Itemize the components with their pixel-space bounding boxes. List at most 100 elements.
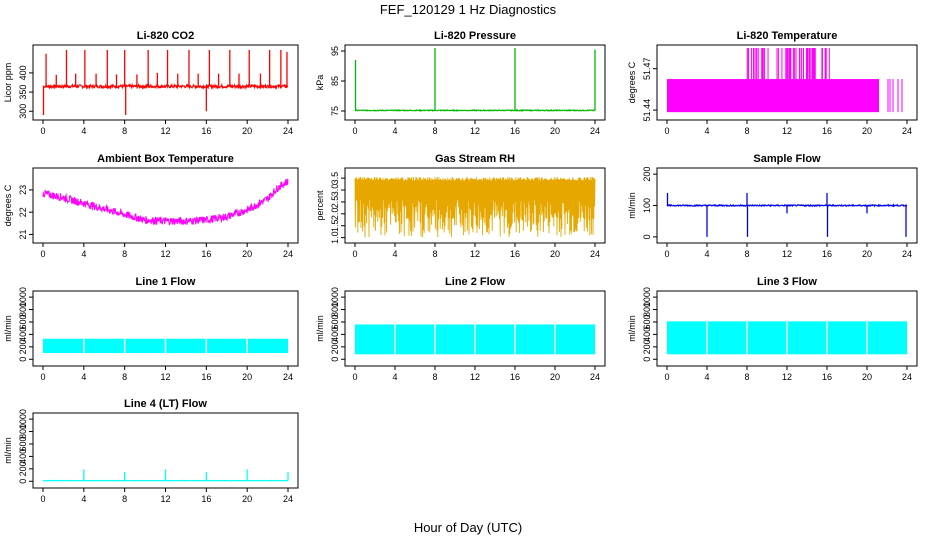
y-tick-label: 300 [18, 104, 28, 119]
series-line [355, 108, 596, 112]
x-tick-label: 20 [242, 126, 252, 136]
x-tick-label: 4 [81, 372, 86, 382]
x-tick-label: 16 [510, 126, 520, 136]
x-tick-label: 16 [201, 126, 211, 136]
x-tick-label: 0 [352, 372, 357, 382]
y-tick-label: 3.0 [330, 184, 340, 197]
x-tick-label: 4 [392, 372, 397, 382]
y-tick-label: 400 [18, 327, 28, 342]
figure-title: FEF_120129 1 Hz Diagnostics [380, 2, 557, 17]
y-tick-label: 85 [330, 76, 340, 86]
x-tick-label: 12 [470, 126, 480, 136]
y-tick-label: 1000 [642, 287, 652, 307]
x-tick-label: 20 [862, 249, 872, 259]
panel-licor_temp: Li-820 Temperature degrees C 0 4 8 12 16 20 24 51… [627, 30, 918, 136]
x-tick-label: 24 [283, 372, 293, 382]
y-axis-label: ml/min [627, 192, 637, 219]
y-axis-label: ml/min [3, 315, 13, 342]
series-line [42, 178, 289, 226]
y-tick-label: 51.47 [642, 57, 652, 80]
x-tick-label: 20 [862, 126, 872, 136]
x-tick-label: 12 [160, 249, 170, 259]
x-tick-label: 4 [81, 126, 86, 136]
y-tick-label: 0 [18, 479, 28, 484]
x-tick-label: 24 [283, 249, 293, 259]
x-tick-label: 20 [550, 249, 560, 259]
x-tick-label: 16 [510, 249, 520, 259]
y-tick-label: 400 [18, 449, 28, 464]
x-tick-label: 20 [550, 372, 560, 382]
y-tick-label: 400 [642, 327, 652, 342]
y-axis-label: ml/min [315, 315, 325, 342]
y-tick-label: 200 [642, 339, 652, 354]
panel-pressure: Li-820 Pressure kPa 0 4 8 12 16 20 24 75 85 95 [315, 30, 606, 136]
x-tick-label: 0 [664, 126, 669, 136]
y-tick-label: 800 [330, 302, 340, 317]
x-tick-label: 20 [242, 494, 252, 504]
x-tick-label: 20 [242, 249, 252, 259]
x-tick-label: 8 [432, 249, 437, 259]
y-tick-label: 23 [18, 185, 28, 195]
x-tick-label: 20 [550, 126, 560, 136]
x-tick-label: 0 [352, 126, 357, 136]
y-tick-label: 1.5 [330, 219, 340, 232]
x-tick-label: 0 [40, 126, 45, 136]
panel-line3: Line 3 Flow ml/min 0 4 8 12 16 20 24 0 20040060080… [627, 276, 918, 382]
x-tick-label: 16 [822, 249, 832, 259]
x-tick-label: 8 [122, 494, 127, 504]
x-tick-label: 4 [392, 249, 397, 259]
plot-frame [344, 44, 606, 121]
y-tick-label: 200 [330, 339, 340, 354]
x-tick-label: 16 [201, 249, 211, 259]
y-tick-label: 400 [330, 327, 340, 342]
series-line [42, 82, 289, 91]
y-tick-label: 200 [18, 461, 28, 476]
x-tick-label: 24 [902, 126, 912, 136]
x-tick-label: 24 [902, 249, 912, 259]
x-tick-label: 8 [744, 126, 749, 136]
y-tick-label: 2.0 [330, 208, 340, 221]
x-tick-label: 8 [744, 249, 749, 259]
x-tick-label: 24 [590, 249, 600, 259]
x-tick-label: 8 [432, 372, 437, 382]
panel-line2: Line 2 Flow ml/min 0 4 8 12 16 20 24 0 20040060080… [315, 276, 606, 382]
panel-title: Line 3 Flow [757, 276, 817, 288]
y-tick-label: 95 [330, 46, 340, 56]
panel-title: Line 1 Flow [136, 276, 196, 288]
panel-title: Li-820 Temperature [737, 30, 838, 42]
panel-title: Ambient Box Temperature [97, 153, 234, 165]
y-tick-label: 350 [18, 85, 28, 100]
panel-rh: Gas Stream RH percent 0 4 8 12 16 20 24 1.01.52.0… [315, 153, 606, 259]
y-axis-label: Licor ppm [3, 63, 13, 103]
x-tick-label: 4 [704, 126, 709, 136]
y-tick-label: 2.5 [330, 196, 340, 209]
y-tick-label: 1000 [330, 287, 340, 307]
y-tick-label: 800 [642, 302, 652, 317]
panel-title: Sample Flow [753, 153, 821, 165]
y-tick-label: 200 [642, 167, 652, 182]
x-tick-label: 8 [122, 249, 127, 259]
x-tick-label: 16 [510, 372, 520, 382]
plot-frame [32, 44, 299, 121]
x-tick-label: 24 [590, 126, 600, 136]
y-tick-label: 600 [330, 314, 340, 329]
x-tick-label: 4 [392, 126, 397, 136]
y-tick-label: 600 [18, 436, 28, 451]
panel-title: Li-820 CO2 [137, 30, 194, 42]
y-tick-label: 800 [18, 424, 28, 439]
x-tick-label: 16 [201, 494, 211, 504]
x-tick-label: 24 [283, 494, 293, 504]
panel-title: Gas Stream RH [435, 153, 515, 165]
x-tick-label: 12 [470, 249, 480, 259]
y-axis-label: degrees C [3, 184, 13, 226]
y-tick-label: 0 [642, 234, 652, 239]
x-tick-label: 4 [81, 249, 86, 259]
x-tick-label: 12 [782, 372, 792, 382]
x-tick-label: 20 [862, 372, 872, 382]
y-tick-label: 1000 [18, 287, 28, 307]
x-tick-label: 12 [160, 494, 170, 504]
panel-co2: Li-820 CO2 Licor ppm 0 4 8 12 16 20 24 300 350 400 [3, 30, 299, 136]
x-tick-label: 0 [352, 249, 357, 259]
